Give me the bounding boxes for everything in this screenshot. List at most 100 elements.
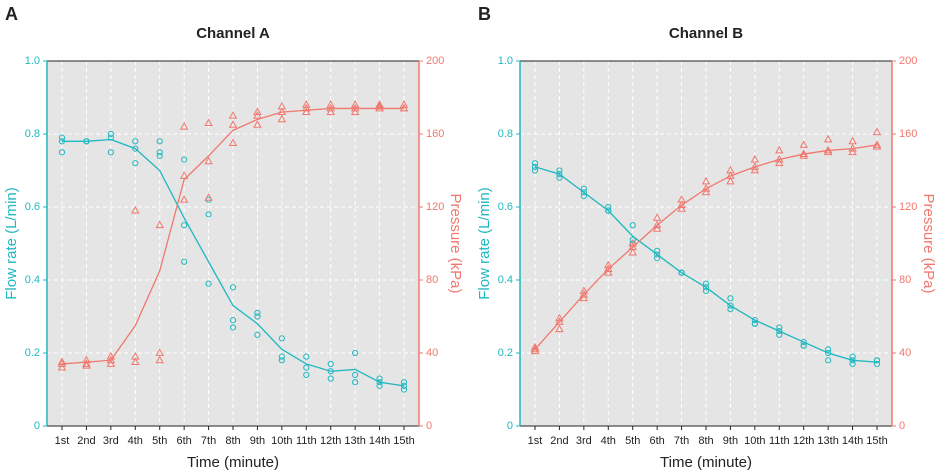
data-point xyxy=(750,165,760,174)
y-tick-label: 0.6 xyxy=(25,201,40,213)
data-point xyxy=(849,353,856,360)
data-point xyxy=(204,193,213,201)
x-tick-label: 8th xyxy=(698,435,713,447)
data-point xyxy=(799,151,808,159)
data-point xyxy=(327,368,334,375)
x-tick-label: 8th xyxy=(225,435,240,447)
data-point xyxy=(604,260,613,269)
x-tick-label: 1st xyxy=(528,435,543,447)
data-point xyxy=(652,224,662,232)
data-point xyxy=(303,353,310,360)
data-point xyxy=(277,107,287,115)
y-tick-label: 0.8 xyxy=(25,128,40,140)
y2-axis-label: Pressure (kPa) xyxy=(447,193,464,293)
data-point xyxy=(204,118,213,126)
data-point xyxy=(155,355,164,364)
x-tick-label: 14th xyxy=(842,435,863,447)
x-tick-label: 3rd xyxy=(576,435,592,447)
data-point xyxy=(799,140,808,148)
data-point xyxy=(132,145,139,152)
data-point xyxy=(155,348,164,356)
y2-tick-label: 0 xyxy=(899,420,905,432)
data-point xyxy=(872,127,882,136)
data-point xyxy=(254,331,261,338)
y2-tick-label: 200 xyxy=(899,55,917,67)
data-point xyxy=(205,280,212,287)
data-point xyxy=(750,162,760,170)
data-point xyxy=(107,134,114,141)
data-point xyxy=(555,313,564,322)
data-point xyxy=(302,107,311,115)
y2-tick-label: 120 xyxy=(899,201,917,213)
data-point xyxy=(702,280,710,287)
data-point xyxy=(82,359,91,367)
data-point xyxy=(556,167,563,174)
y2-tick-label: 200 xyxy=(426,55,444,67)
data-point xyxy=(677,204,686,212)
data-point xyxy=(181,156,188,163)
x-tick-label: 7th xyxy=(201,435,216,447)
data-point xyxy=(775,158,784,167)
data-point xyxy=(872,140,882,148)
data-point xyxy=(530,346,540,355)
x-tick-label: 5th xyxy=(625,435,640,447)
data-point xyxy=(58,134,66,141)
x-tick-label: 9th xyxy=(723,435,738,447)
data-point xyxy=(654,247,661,254)
data-point xyxy=(825,346,832,353)
data-point xyxy=(326,107,335,115)
data-point xyxy=(605,203,612,211)
data-point xyxy=(179,171,189,179)
data-point xyxy=(107,149,114,156)
y2-axis-label: Pressure (kPa) xyxy=(920,193,937,293)
y-tick-label: 0.6 xyxy=(498,201,513,213)
data-point xyxy=(156,138,163,145)
data-point xyxy=(228,138,238,147)
x-tick-label: 10th xyxy=(271,435,292,447)
data-point xyxy=(848,147,857,156)
data-point xyxy=(376,379,383,386)
chart-title: Channel B xyxy=(669,25,743,42)
data-point xyxy=(303,371,310,378)
data-point xyxy=(677,200,686,209)
data-point xyxy=(580,185,587,192)
data-point xyxy=(775,145,784,154)
data-point xyxy=(303,364,310,371)
y2-tick-label: 40 xyxy=(426,347,438,359)
data-point xyxy=(799,149,808,157)
data-point xyxy=(181,222,188,229)
y-tick-label: 1.0 xyxy=(498,55,513,67)
x-tick-label: 15th xyxy=(866,435,887,447)
data-point xyxy=(628,238,637,247)
x-tick-label: 1st xyxy=(55,435,70,447)
data-point xyxy=(872,142,882,150)
y2-tick-label: 40 xyxy=(899,347,911,359)
data-point xyxy=(825,349,832,357)
y2-tick-label: 80 xyxy=(899,274,911,286)
data-point xyxy=(156,149,163,156)
y-tick-label: 0.2 xyxy=(498,347,513,359)
data-point xyxy=(701,187,711,196)
x-tick-label: 12th xyxy=(793,435,814,447)
data-point xyxy=(629,222,636,229)
data-point xyxy=(628,248,637,256)
data-point xyxy=(776,324,783,331)
data-point xyxy=(530,344,540,353)
data-point xyxy=(350,107,360,115)
y-axis-label: Flow rate (L/min) xyxy=(3,187,20,300)
data-point xyxy=(776,328,783,335)
data-point xyxy=(352,379,359,386)
x-tick-label: 11th xyxy=(296,435,317,447)
data-point xyxy=(751,317,758,324)
data-point xyxy=(327,360,334,368)
data-point xyxy=(652,213,662,221)
data-point xyxy=(701,184,711,192)
data-point xyxy=(204,156,213,165)
y2-tick-label: 80 xyxy=(426,274,438,286)
y-tick-label: 0.4 xyxy=(498,274,513,286)
x-tick-label: 9th xyxy=(250,435,265,447)
data-point xyxy=(654,255,661,262)
data-point xyxy=(228,111,238,119)
data-point xyxy=(727,306,734,313)
